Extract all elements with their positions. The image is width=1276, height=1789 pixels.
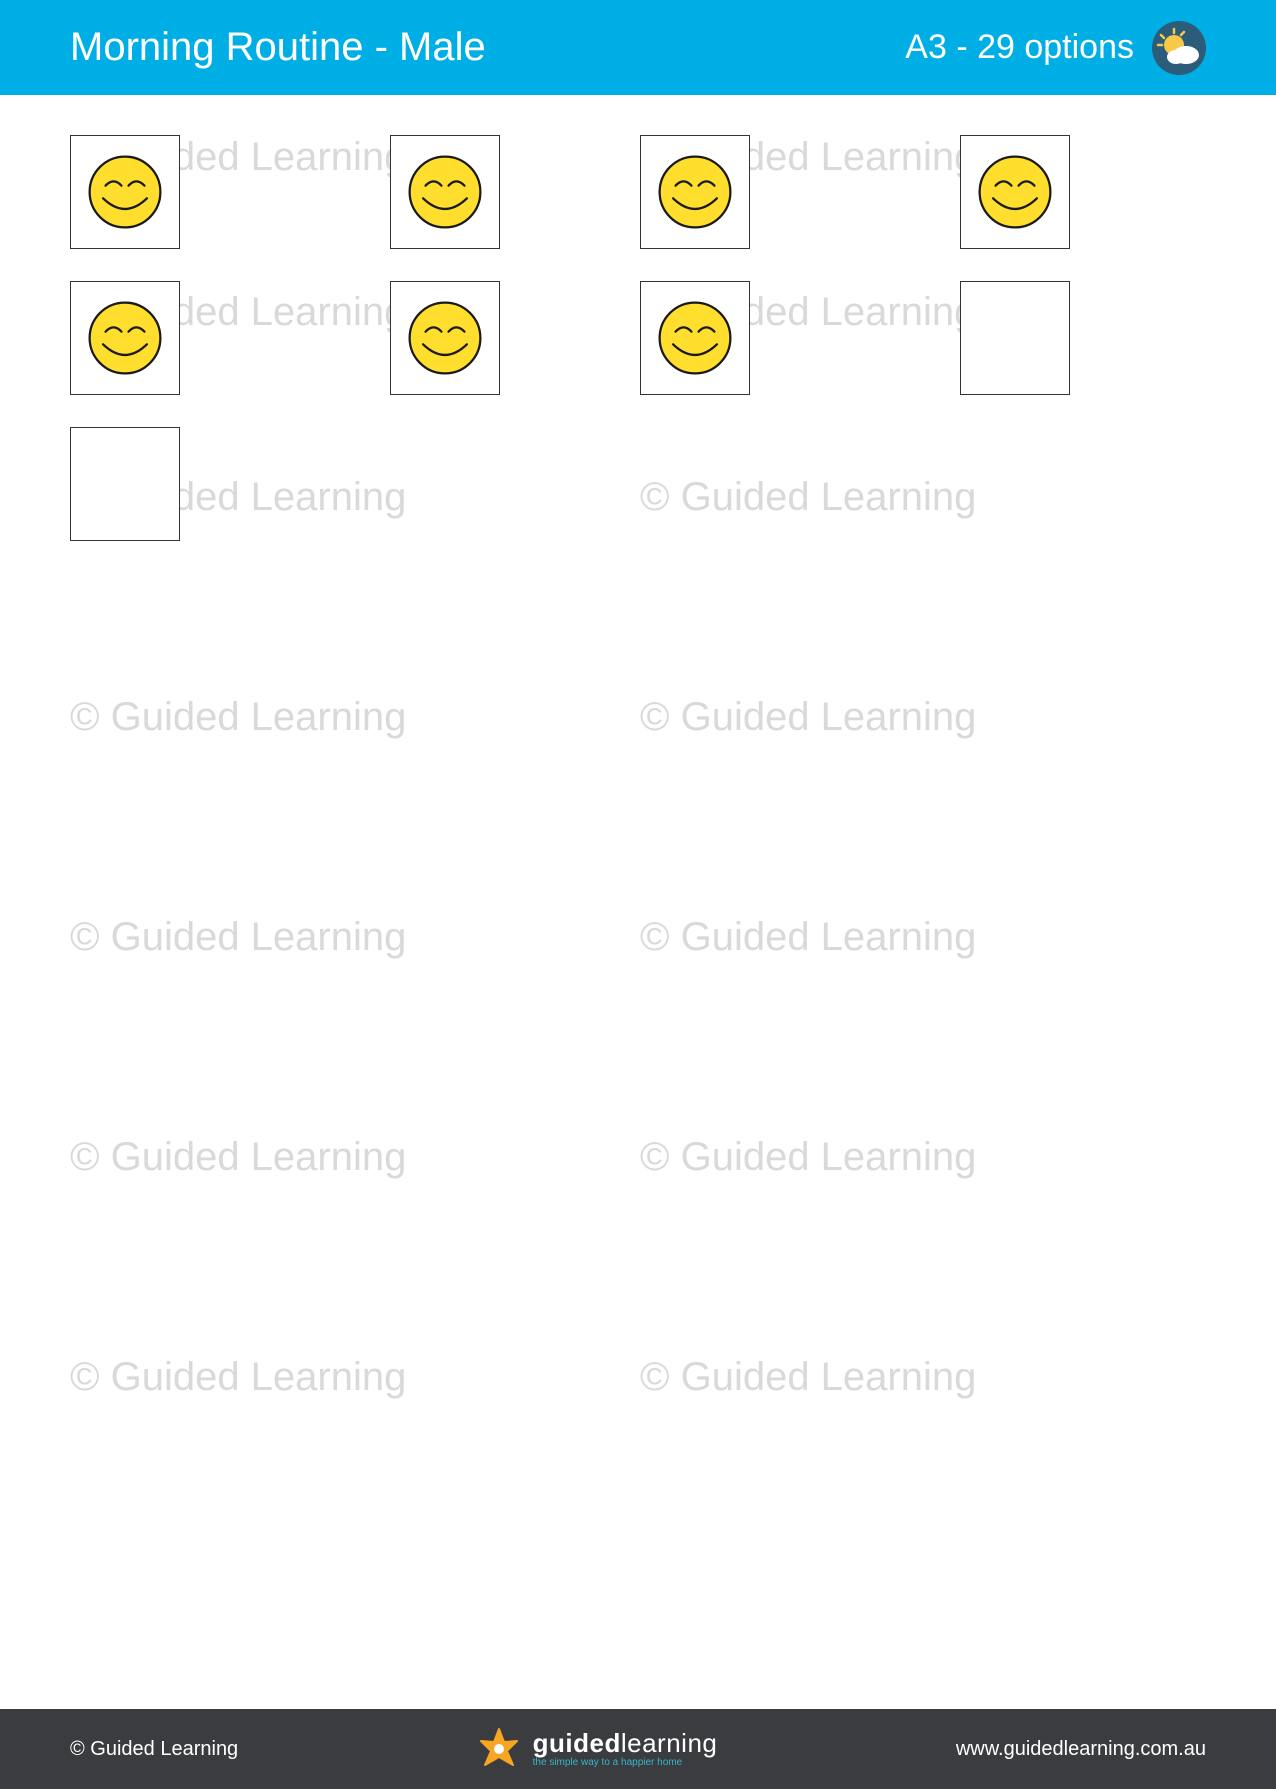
routine-card bbox=[70, 427, 180, 541]
smiley-icon bbox=[86, 299, 164, 377]
brand-light: learning bbox=[621, 1728, 718, 1758]
footer-brand: guidedlearning the simple way to a happi… bbox=[477, 1727, 718, 1771]
brand-logo-icon bbox=[477, 1727, 521, 1771]
brand-bold: guided bbox=[533, 1728, 621, 1758]
content-area: © Guided Learning © Guided Learning © Guid… bbox=[0, 95, 1276, 1709]
card-row bbox=[70, 135, 1206, 249]
smiley-icon bbox=[406, 153, 484, 231]
watermark-text: © Guided Learning bbox=[640, 1135, 976, 1180]
routine-card bbox=[70, 281, 180, 395]
watermark-text: © Guided Learning bbox=[70, 695, 406, 740]
smiley-icon bbox=[406, 299, 484, 377]
routine-card bbox=[70, 135, 180, 249]
routine-card bbox=[960, 135, 1070, 249]
card-row bbox=[70, 281, 1206, 395]
footer-copyright: © Guided Learning bbox=[70, 1738, 238, 1761]
routine-card bbox=[390, 281, 500, 395]
card-row bbox=[70, 427, 1206, 541]
smiley-icon bbox=[976, 153, 1054, 231]
header-subtitle: A3 - 29 options bbox=[905, 28, 1134, 67]
watermark-text: © Guided Learning bbox=[70, 1355, 406, 1400]
watermark-text: © Guided Learning bbox=[640, 1355, 976, 1400]
routine-card bbox=[960, 281, 1070, 395]
watermark-text: © Guided Learning bbox=[70, 1135, 406, 1180]
watermark-text: © Guided Learning bbox=[640, 915, 976, 960]
brand-text: guidedlearning the simple way to a happi… bbox=[533, 1730, 718, 1768]
routine-card bbox=[390, 135, 500, 249]
brand-name: guidedlearning bbox=[533, 1730, 718, 1756]
watermark-text: © Guided Learning bbox=[640, 695, 976, 740]
smiley-icon bbox=[656, 153, 734, 231]
header-right: A3 - 29 options bbox=[905, 21, 1206, 75]
header-bar: Morning Routine - Male A3 - 29 options bbox=[0, 0, 1276, 95]
routine-card bbox=[640, 281, 750, 395]
smiley-icon bbox=[656, 299, 734, 377]
footer-bar: © Guided Learning guidedlearning the sim… bbox=[0, 1709, 1276, 1789]
page-title: Morning Routine - Male bbox=[70, 25, 486, 70]
cards-layer bbox=[70, 135, 1206, 541]
smiley-icon bbox=[86, 153, 164, 231]
routine-card bbox=[640, 135, 750, 249]
brand-tagline: the simple way to a happier home bbox=[533, 1758, 718, 1768]
footer-url: www.guidedlearning.com.au bbox=[956, 1738, 1206, 1761]
watermark-text: © Guided Learning bbox=[70, 915, 406, 960]
morning-icon bbox=[1152, 21, 1206, 75]
